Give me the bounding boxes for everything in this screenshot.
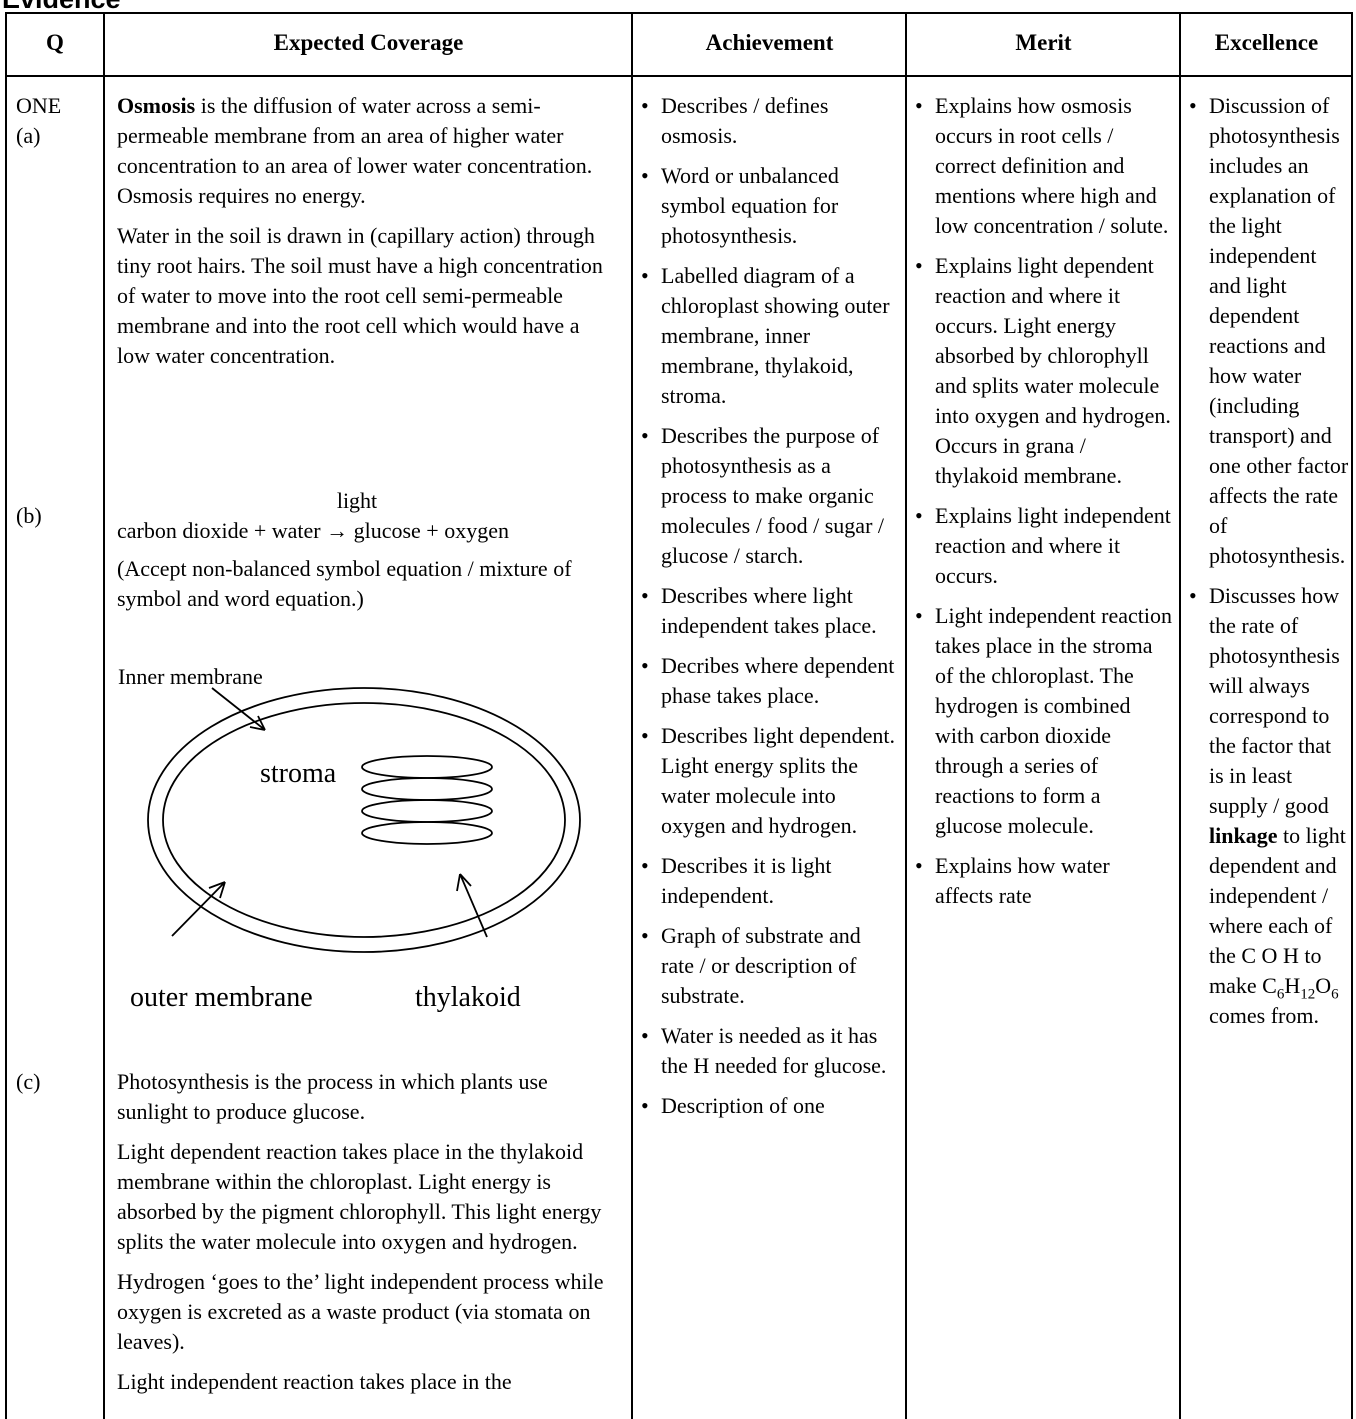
thylakoid-disc bbox=[361, 821, 493, 845]
paragraph: Osmosis is the diffusion of water across… bbox=[117, 91, 617, 211]
text-run: is the diffusion of water across a semi-… bbox=[117, 93, 593, 208]
header-cell: Achievement bbox=[705, 30, 834, 55]
paragraph: Hydrogen ‘goes to the’ light independent… bbox=[117, 1269, 604, 1354]
list-item: Labelled diagram of a chloroplast showin… bbox=[637, 261, 899, 411]
list-item: Describes / defines osmosis. bbox=[637, 91, 899, 151]
thylakoid-disc bbox=[361, 777, 493, 801]
arrow bbox=[171, 881, 226, 937]
list-item: Discussion of photosynthesis includes an… bbox=[1185, 91, 1351, 571]
list-item: Graph of substrate and rate / or descrip… bbox=[637, 921, 899, 1011]
text-run: 6 bbox=[1331, 986, 1339, 1003]
text-run: 6 bbox=[1276, 986, 1285, 1003]
text-run: O bbox=[1315, 973, 1332, 998]
list-item: Explains light dependent reaction and wh… bbox=[911, 251, 1173, 491]
equation: carbon dioxide + water → glucose + oxyge… bbox=[117, 518, 509, 543]
coverage-a: Osmosis is the diffusion of water across… bbox=[117, 91, 617, 381]
arrow bbox=[456, 873, 488, 938]
outer-membrane-shape bbox=[147, 687, 581, 953]
header-cell: Expected Coverage bbox=[273, 30, 464, 55]
part-label: (c) bbox=[16, 1069, 41, 1094]
column-border bbox=[5, 12, 7, 1419]
diagram-label: Inner membrane bbox=[118, 664, 263, 689]
text-run: Discusses how the rate of photosynthesis… bbox=[1209, 583, 1340, 818]
excellence-list: Discussion of photosynthesis includes an… bbox=[1185, 91, 1351, 1041]
header-border bbox=[5, 75, 1353, 77]
paragraph: Photosynthesis is the process in which p… bbox=[117, 1069, 548, 1124]
arrow-label: light bbox=[336, 488, 378, 513]
part-label: (b) bbox=[16, 503, 42, 528]
list-item: Explains light independent reaction and … bbox=[911, 501, 1173, 591]
coverage-c: Photosynthesis is the process in which p… bbox=[117, 1067, 617, 1407]
column-border bbox=[1351, 12, 1353, 1419]
diagram-label: outer membrane bbox=[130, 982, 313, 1013]
list-item: Describes it is light independent. bbox=[637, 851, 899, 911]
list-item: Describes light dependent. Light energy … bbox=[637, 721, 899, 841]
header-cell: Excellence bbox=[1214, 30, 1319, 55]
part-label: (a) bbox=[16, 123, 41, 148]
list-item: Decribes where dependent phase takes pla… bbox=[637, 651, 899, 711]
diagram-label: stroma bbox=[260, 758, 337, 789]
chloroplast-diagram: Inner membrane stroma outer membrane thy… bbox=[118, 664, 581, 1013]
text-run: 12 bbox=[1300, 986, 1316, 1003]
list-item: Explains how water affects rate bbox=[911, 851, 1173, 911]
column-border bbox=[103, 12, 105, 1419]
column-border bbox=[1179, 12, 1181, 1419]
paragraph: Light independent reaction takes place i… bbox=[117, 1369, 512, 1394]
equation-note: (Accept non-balanced symbol equation / m… bbox=[117, 556, 572, 611]
header-cell: Q bbox=[46, 30, 64, 55]
achievement-list: Describes / defines osmosis. Word or unba… bbox=[637, 91, 899, 1131]
paragraph: Light dependent reaction takes place in … bbox=[117, 1139, 602, 1254]
text-run: H bbox=[1284, 973, 1301, 998]
thylakoid-disc bbox=[361, 799, 493, 823]
table-border bbox=[5, 12, 1353, 14]
list-item: Describes where light independent takes … bbox=[637, 581, 899, 641]
arrow bbox=[211, 687, 266, 731]
list-item: Discusses how the rate of photosynthesis… bbox=[1185, 581, 1351, 1031]
question-label: ONE bbox=[16, 93, 62, 118]
list-item: Describes the purpose of photosynthesis … bbox=[637, 421, 899, 571]
merit-list: Explains how osmosis occurs in root cell… bbox=[911, 91, 1173, 921]
paragraph: Water in the soil is drawn in (capillary… bbox=[117, 223, 603, 368]
list-item: Word or unbalanced symbol equation for p… bbox=[637, 161, 899, 251]
list-item: Description of one bbox=[637, 1091, 899, 1121]
header-cell: Merit bbox=[1015, 30, 1072, 55]
column-border bbox=[905, 12, 907, 1419]
list-item: Explains how osmosis occurs in root cell… bbox=[911, 91, 1173, 241]
heading: Evidence bbox=[2, 0, 121, 15]
thylakoid-disc bbox=[361, 755, 493, 779]
text-run: linkage bbox=[1209, 823, 1278, 848]
list-item: Light independent reaction takes place i… bbox=[911, 601, 1173, 841]
text-run: Osmosis bbox=[117, 93, 196, 118]
inner-membrane-shape bbox=[162, 702, 566, 938]
text-run: to light dependent and independent / whe… bbox=[1209, 823, 1346, 998]
diagram-label: thylakoid bbox=[415, 982, 521, 1013]
text-run: comes from. bbox=[1209, 1003, 1319, 1028]
column-border bbox=[631, 12, 633, 1419]
list-item: Water is needed as it has the H needed f… bbox=[637, 1021, 899, 1081]
